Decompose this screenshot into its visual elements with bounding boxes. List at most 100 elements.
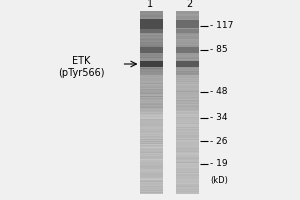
Bar <box>140 20 163 21</box>
Text: (kD): (kD) <box>210 176 228 184</box>
Bar <box>140 149 163 150</box>
Bar <box>140 125 163 126</box>
Bar <box>140 11 163 12</box>
Bar <box>176 129 199 130</box>
Bar <box>140 72 163 73</box>
Bar <box>176 87 199 88</box>
Bar <box>176 18 199 19</box>
Bar <box>140 93 163 94</box>
Bar <box>176 124 199 125</box>
Bar <box>176 172 199 173</box>
Bar <box>176 68 199 69</box>
Bar <box>176 92 199 93</box>
Bar <box>176 89 199 90</box>
Bar <box>140 55 163 56</box>
Bar <box>140 193 163 194</box>
Bar <box>140 175 163 176</box>
Bar <box>176 106 199 107</box>
Bar <box>176 141 199 142</box>
Text: - 34: - 34 <box>210 114 227 122</box>
Bar <box>176 35 199 36</box>
Bar <box>140 191 163 192</box>
Bar <box>140 57 163 58</box>
Bar <box>140 14 163 15</box>
Bar <box>140 61 163 62</box>
Bar <box>140 142 163 143</box>
Bar <box>140 160 163 161</box>
Bar <box>140 100 163 101</box>
Bar <box>140 148 163 149</box>
Bar <box>140 29 163 33</box>
Bar <box>176 29 199 33</box>
Bar <box>176 171 199 172</box>
Bar <box>176 104 199 105</box>
Bar <box>140 173 163 174</box>
Bar <box>176 123 199 124</box>
Bar <box>140 83 163 84</box>
Bar <box>140 54 163 55</box>
Bar <box>140 45 163 46</box>
Bar <box>176 34 199 35</box>
Bar <box>140 51 163 52</box>
Bar <box>140 120 163 121</box>
Bar <box>140 138 163 139</box>
Bar <box>176 184 199 185</box>
Bar <box>176 16 199 17</box>
Bar <box>176 142 199 143</box>
Bar <box>140 192 163 193</box>
Bar <box>140 76 163 77</box>
Bar <box>140 90 163 91</box>
Bar <box>140 43 163 44</box>
Bar <box>140 110 163 111</box>
Bar <box>176 50 199 51</box>
Bar <box>140 73 163 74</box>
Bar <box>140 69 163 70</box>
Bar <box>140 127 163 128</box>
Bar <box>176 176 199 177</box>
Bar <box>176 78 199 79</box>
Bar <box>176 38 199 39</box>
Bar <box>140 87 163 88</box>
Bar <box>140 115 163 116</box>
Bar <box>176 188 199 189</box>
Bar <box>176 155 199 156</box>
Bar <box>140 97 163 98</box>
Bar <box>176 110 199 111</box>
Bar <box>140 167 163 168</box>
Bar <box>176 53 199 54</box>
Bar <box>176 39 199 40</box>
Bar <box>176 148 199 149</box>
Bar <box>140 169 163 170</box>
Bar <box>176 151 199 152</box>
Bar <box>176 149 199 150</box>
Bar <box>140 33 163 34</box>
Bar <box>176 44 199 45</box>
Bar <box>176 95 199 96</box>
Bar <box>140 106 163 107</box>
Bar <box>140 145 163 146</box>
Bar <box>140 186 163 187</box>
Bar <box>176 65 199 66</box>
Bar <box>140 36 163 37</box>
Bar <box>176 108 199 109</box>
Bar <box>176 26 199 27</box>
Bar <box>176 94 199 95</box>
Bar <box>176 12 199 13</box>
Bar <box>176 67 199 68</box>
Bar <box>140 144 163 145</box>
Bar <box>176 190 199 191</box>
Bar <box>176 193 199 194</box>
Bar <box>140 78 163 79</box>
Bar <box>176 56 199 57</box>
Bar <box>140 154 163 155</box>
Bar <box>140 62 163 63</box>
Bar <box>140 46 163 47</box>
Bar <box>176 189 199 190</box>
Bar <box>176 17 199 18</box>
Bar <box>140 20 163 28</box>
Bar <box>140 44 163 45</box>
Bar <box>176 153 199 154</box>
Bar <box>140 146 163 147</box>
Bar <box>176 125 199 126</box>
Bar <box>140 77 163 78</box>
